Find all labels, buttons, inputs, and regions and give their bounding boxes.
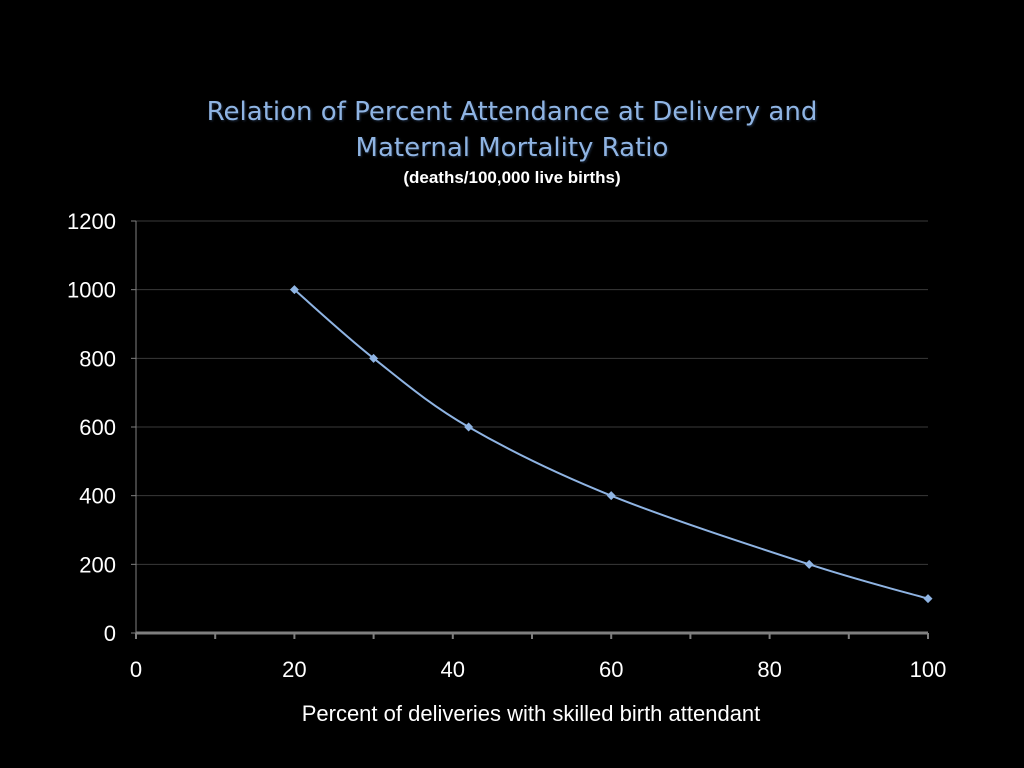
y-tick-label: 400 xyxy=(79,484,116,509)
y-tick-label: 0 xyxy=(104,621,116,646)
series-line xyxy=(293,288,929,600)
series-layer xyxy=(289,285,933,604)
grid-layer xyxy=(136,220,928,565)
x-tick-label: 80 xyxy=(757,657,781,682)
data-point xyxy=(369,353,379,363)
chart-subtitle: (deaths/100,000 live births) xyxy=(403,168,621,187)
data-point xyxy=(606,491,616,501)
y-tick-label: 1000 xyxy=(67,278,116,303)
y-tick-label: 1200 xyxy=(67,209,116,234)
y-tick-label: 800 xyxy=(79,346,116,371)
axis-layer xyxy=(131,220,929,639)
chart-title-line-1: Relation of Percent Attendance at Delive… xyxy=(206,97,818,127)
x-tick-label: 20 xyxy=(282,657,306,682)
y-tick-label: 200 xyxy=(79,552,116,577)
x-tick-label: 0 xyxy=(130,657,142,682)
data-point xyxy=(289,285,299,295)
data-point xyxy=(923,594,933,604)
x-tick-label: 100 xyxy=(910,657,947,682)
chart-title-line-2: Maternal Mortality Ratio xyxy=(355,133,669,163)
x-axis-label: Percent of deliveries with skilled birth… xyxy=(302,701,761,726)
y-tick-label: 600 xyxy=(79,415,116,440)
x-tick-label: 40 xyxy=(441,657,465,682)
label-layer: 0 200 400 600 800 1000 1200 0 20 40 60 80 100 Percent… xyxy=(67,209,946,726)
data-point xyxy=(464,422,474,432)
x-tick-label: 60 xyxy=(599,657,623,682)
chart-title: Relation of Percent Attendance at Delive… xyxy=(0,94,1024,166)
data-point xyxy=(804,559,814,569)
